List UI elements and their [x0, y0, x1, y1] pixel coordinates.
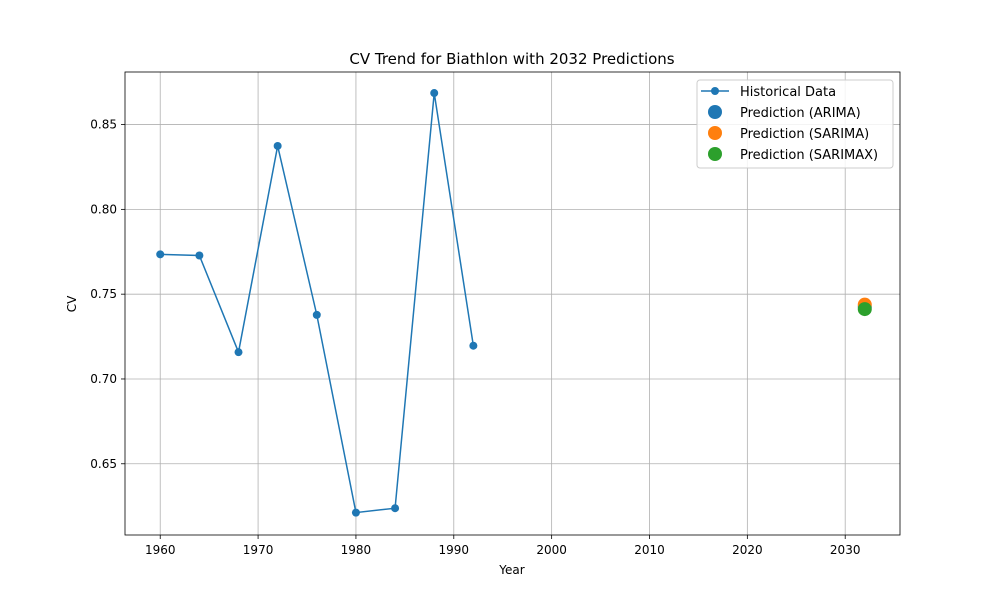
historical-data-point: [156, 250, 165, 259]
historical-data-point: [234, 348, 243, 357]
historical-data-point: [430, 89, 439, 98]
x-tick-label: 2030: [830, 543, 861, 557]
y-tick-label: 0.70: [90, 372, 117, 386]
y-tick-label: 0.65: [90, 457, 117, 471]
legend-label: Prediction (ARIMA): [740, 106, 861, 121]
x-axis-label: Year: [498, 563, 524, 577]
y-tick-label: 0.80: [90, 202, 117, 216]
historical-data-point: [351, 508, 360, 517]
x-tick-label: 1980: [341, 543, 372, 557]
legend-marker-swatch: [711, 87, 719, 95]
y-axis-label: CV: [65, 295, 79, 312]
chart-title: CV Trend for Biathlon with 2032 Predicti…: [349, 50, 674, 68]
prediction-sarimax-point: [857, 302, 872, 317]
x-tick-label: 2010: [634, 543, 665, 557]
x-tick-label: 2020: [732, 543, 763, 557]
x-tick-label: 2000: [536, 543, 567, 557]
x-tick-label: 1960: [145, 543, 176, 557]
historical-data-point: [195, 251, 204, 260]
legend-label: Prediction (SARIMAX): [740, 148, 878, 163]
axis-layer: 1960 1970 1980 1990 2000 2010 2020 2030 0.65 0.70…: [90, 118, 860, 557]
x-tick-label: 1990: [439, 543, 470, 557]
y-tick-label: 0.85: [90, 118, 117, 132]
historical-data-point: [469, 341, 478, 350]
legend: Historical Data Prediction (ARIMA) Predict…: [696, 79, 894, 169]
historical-data-point: [391, 504, 400, 513]
x-tick-label: 1970: [243, 543, 274, 557]
historical-data-point: [273, 141, 282, 150]
legend-label: Prediction (SARIMA): [740, 127, 869, 142]
legend-marker-swatch: [708, 147, 722, 161]
data-layer: [156, 89, 872, 517]
plot-frame: [124, 71, 901, 536]
legend-marker-swatch: [708, 105, 722, 119]
y-tick-label: 0.75: [90, 287, 117, 301]
legend-marker-swatch: [708, 126, 722, 140]
legend-label: Historical Data: [740, 85, 836, 100]
historical-data-point: [312, 310, 321, 319]
legend-frame: [696, 79, 894, 169]
